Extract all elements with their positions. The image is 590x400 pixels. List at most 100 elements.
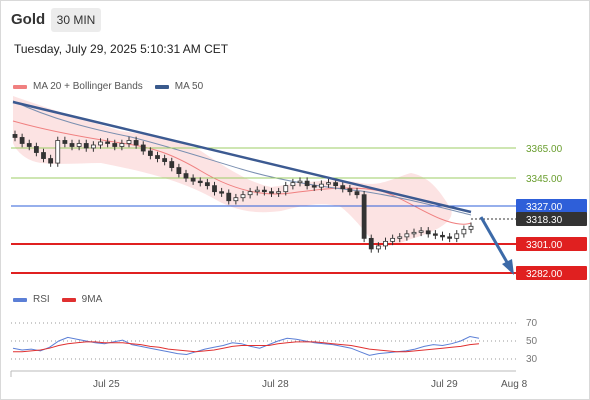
legend-9ma-label: 9MA <box>81 294 103 305</box>
level-label-3301: 3301.00 <box>526 240 563 251</box>
candle-body <box>19 137 25 144</box>
candle-body <box>12 134 18 138</box>
x-tick-aug8: Aug 8 <box>501 379 528 390</box>
candle-body <box>311 185 317 188</box>
timeframe-button[interactable]: 30 MIN <box>51 8 101 32</box>
rsi-tick-30: 30 <box>526 354 538 365</box>
candle-body <box>425 230 431 235</box>
legend-rsi-label: RSI <box>33 294 50 305</box>
candle-body <box>383 240 388 247</box>
candle-body <box>204 182 210 187</box>
candle-body <box>126 140 132 144</box>
candle-body <box>432 233 438 236</box>
candle-body <box>26 143 32 147</box>
candle-body <box>41 152 46 159</box>
timestamp: Tuesday, July 29, 2025 5:10:31 AM CET <box>14 42 229 56</box>
candle-body <box>304 180 310 187</box>
candle-body <box>76 143 82 147</box>
legend-ma50-label: MA 50 <box>174 81 204 92</box>
candle-body <box>83 143 89 149</box>
candle-body <box>162 158 168 162</box>
candle-body <box>283 185 289 193</box>
candle-body <box>140 144 146 152</box>
rsi-legend: RSI 9MA <box>13 294 114 305</box>
legend-ma20[interactable]: MA 20 + Bollinger Bands <box>13 81 143 92</box>
candle-body <box>155 155 160 159</box>
candle-body <box>133 140 139 146</box>
ma20-line <box>12 120 472 225</box>
candle-body <box>183 173 189 179</box>
candle-body <box>297 180 303 184</box>
candle-body <box>261 189 267 193</box>
legend-9ma[interactable]: 9MA <box>61 294 103 305</box>
symbol-title: Gold <box>11 11 46 28</box>
level-tag-3282 <box>516 266 587 280</box>
candle-body <box>454 233 460 239</box>
candle-body <box>468 225 474 230</box>
candle-body <box>254 189 260 193</box>
level-tag-3301 <box>516 237 587 251</box>
bollinger-band <box>13 96 452 247</box>
candle-body <box>226 192 232 202</box>
candle-body <box>333 182 339 187</box>
candle-body <box>147 150 153 156</box>
ma20-swatch <box>13 84 27 89</box>
candle-body <box>169 161 175 168</box>
level-label-3282: 3282.00 <box>526 269 563 280</box>
candle-body <box>404 233 410 238</box>
descending-trendline <box>12 100 472 214</box>
candle-body <box>240 194 246 199</box>
candle-body <box>233 197 239 202</box>
candle-body <box>447 236 453 239</box>
x-tick-jul25: Jul 25 <box>93 379 120 390</box>
level-label-3327: 3327.00 <box>526 202 563 213</box>
legend-rsi[interactable]: RSI <box>13 294 50 305</box>
candle-body <box>440 234 445 238</box>
price-legend: MA 20 + Bollinger Bands MA 50 <box>13 81 215 92</box>
ma50-swatch <box>154 84 169 89</box>
legend-ma20-label: MA 20 + Bollinger Bands <box>33 81 143 92</box>
candle-body <box>326 182 331 185</box>
candle-body <box>390 237 396 242</box>
candle-body <box>276 191 282 194</box>
candle-body <box>397 236 403 239</box>
legend-ma50[interactable]: MA 50 <box>154 81 204 92</box>
candle-body <box>69 143 75 147</box>
candle-body <box>354 191 360 196</box>
candle-body <box>219 191 225 194</box>
candle-body <box>62 140 68 144</box>
candle-body <box>105 141 111 144</box>
x-tick-jul28: Jul 28 <box>262 379 289 390</box>
candle-body <box>212 185 217 193</box>
candle-body <box>347 188 353 193</box>
candle-body <box>197 180 203 184</box>
candlestick-series <box>12 130 474 253</box>
candle-body <box>190 177 196 182</box>
current-price-label: 3318.30 <box>526 215 563 226</box>
candle-body <box>247 191 253 196</box>
candle-body <box>461 228 467 235</box>
current-price-tag <box>516 212 587 226</box>
candle-body <box>33 146 39 153</box>
rsi-tick-70: 70 <box>526 318 538 329</box>
header-bar: Gold 30 MIN <box>1 1 589 37</box>
candle-body <box>119 143 125 147</box>
candle-body <box>112 143 118 147</box>
candle-body <box>418 230 424 233</box>
candle-body <box>318 183 324 188</box>
candle-body <box>368 237 374 250</box>
level-label-3345: 3345.00 <box>526 174 563 185</box>
level-tag-3327 <box>516 199 587 213</box>
rsi-swatch <box>13 297 27 302</box>
ma50-line <box>12 100 472 216</box>
projection-arrow-head <box>502 259 514 275</box>
candle-body <box>48 158 54 164</box>
candle-body <box>411 231 417 235</box>
candle-body <box>290 182 296 187</box>
candle-body <box>55 140 61 164</box>
ma9-swatch <box>61 297 76 302</box>
level-label-3365: 3365.00 <box>526 144 563 155</box>
candle-body <box>176 167 182 175</box>
